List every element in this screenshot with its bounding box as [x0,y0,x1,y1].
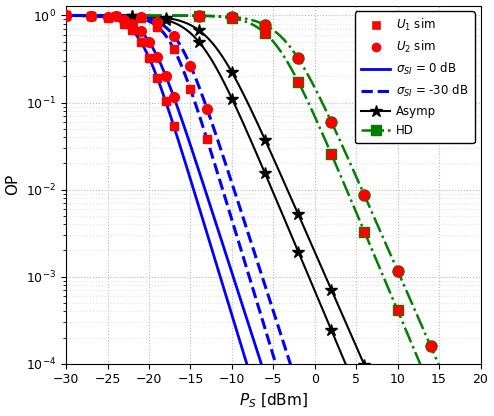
X-axis label: $P_S$ [dBm]: $P_S$ [dBm] [239,392,308,411]
Y-axis label: OP: OP [5,174,21,195]
Legend: $U_1$ sim, $U_2$ sim, $\sigma_{SI}$ = 0 dB, $\sigma_{SI}$ = -30 dB, Asymp, HD: $U_1$ sim, $U_2$ sim, $\sigma_{SI}$ = 0 … [355,12,475,143]
